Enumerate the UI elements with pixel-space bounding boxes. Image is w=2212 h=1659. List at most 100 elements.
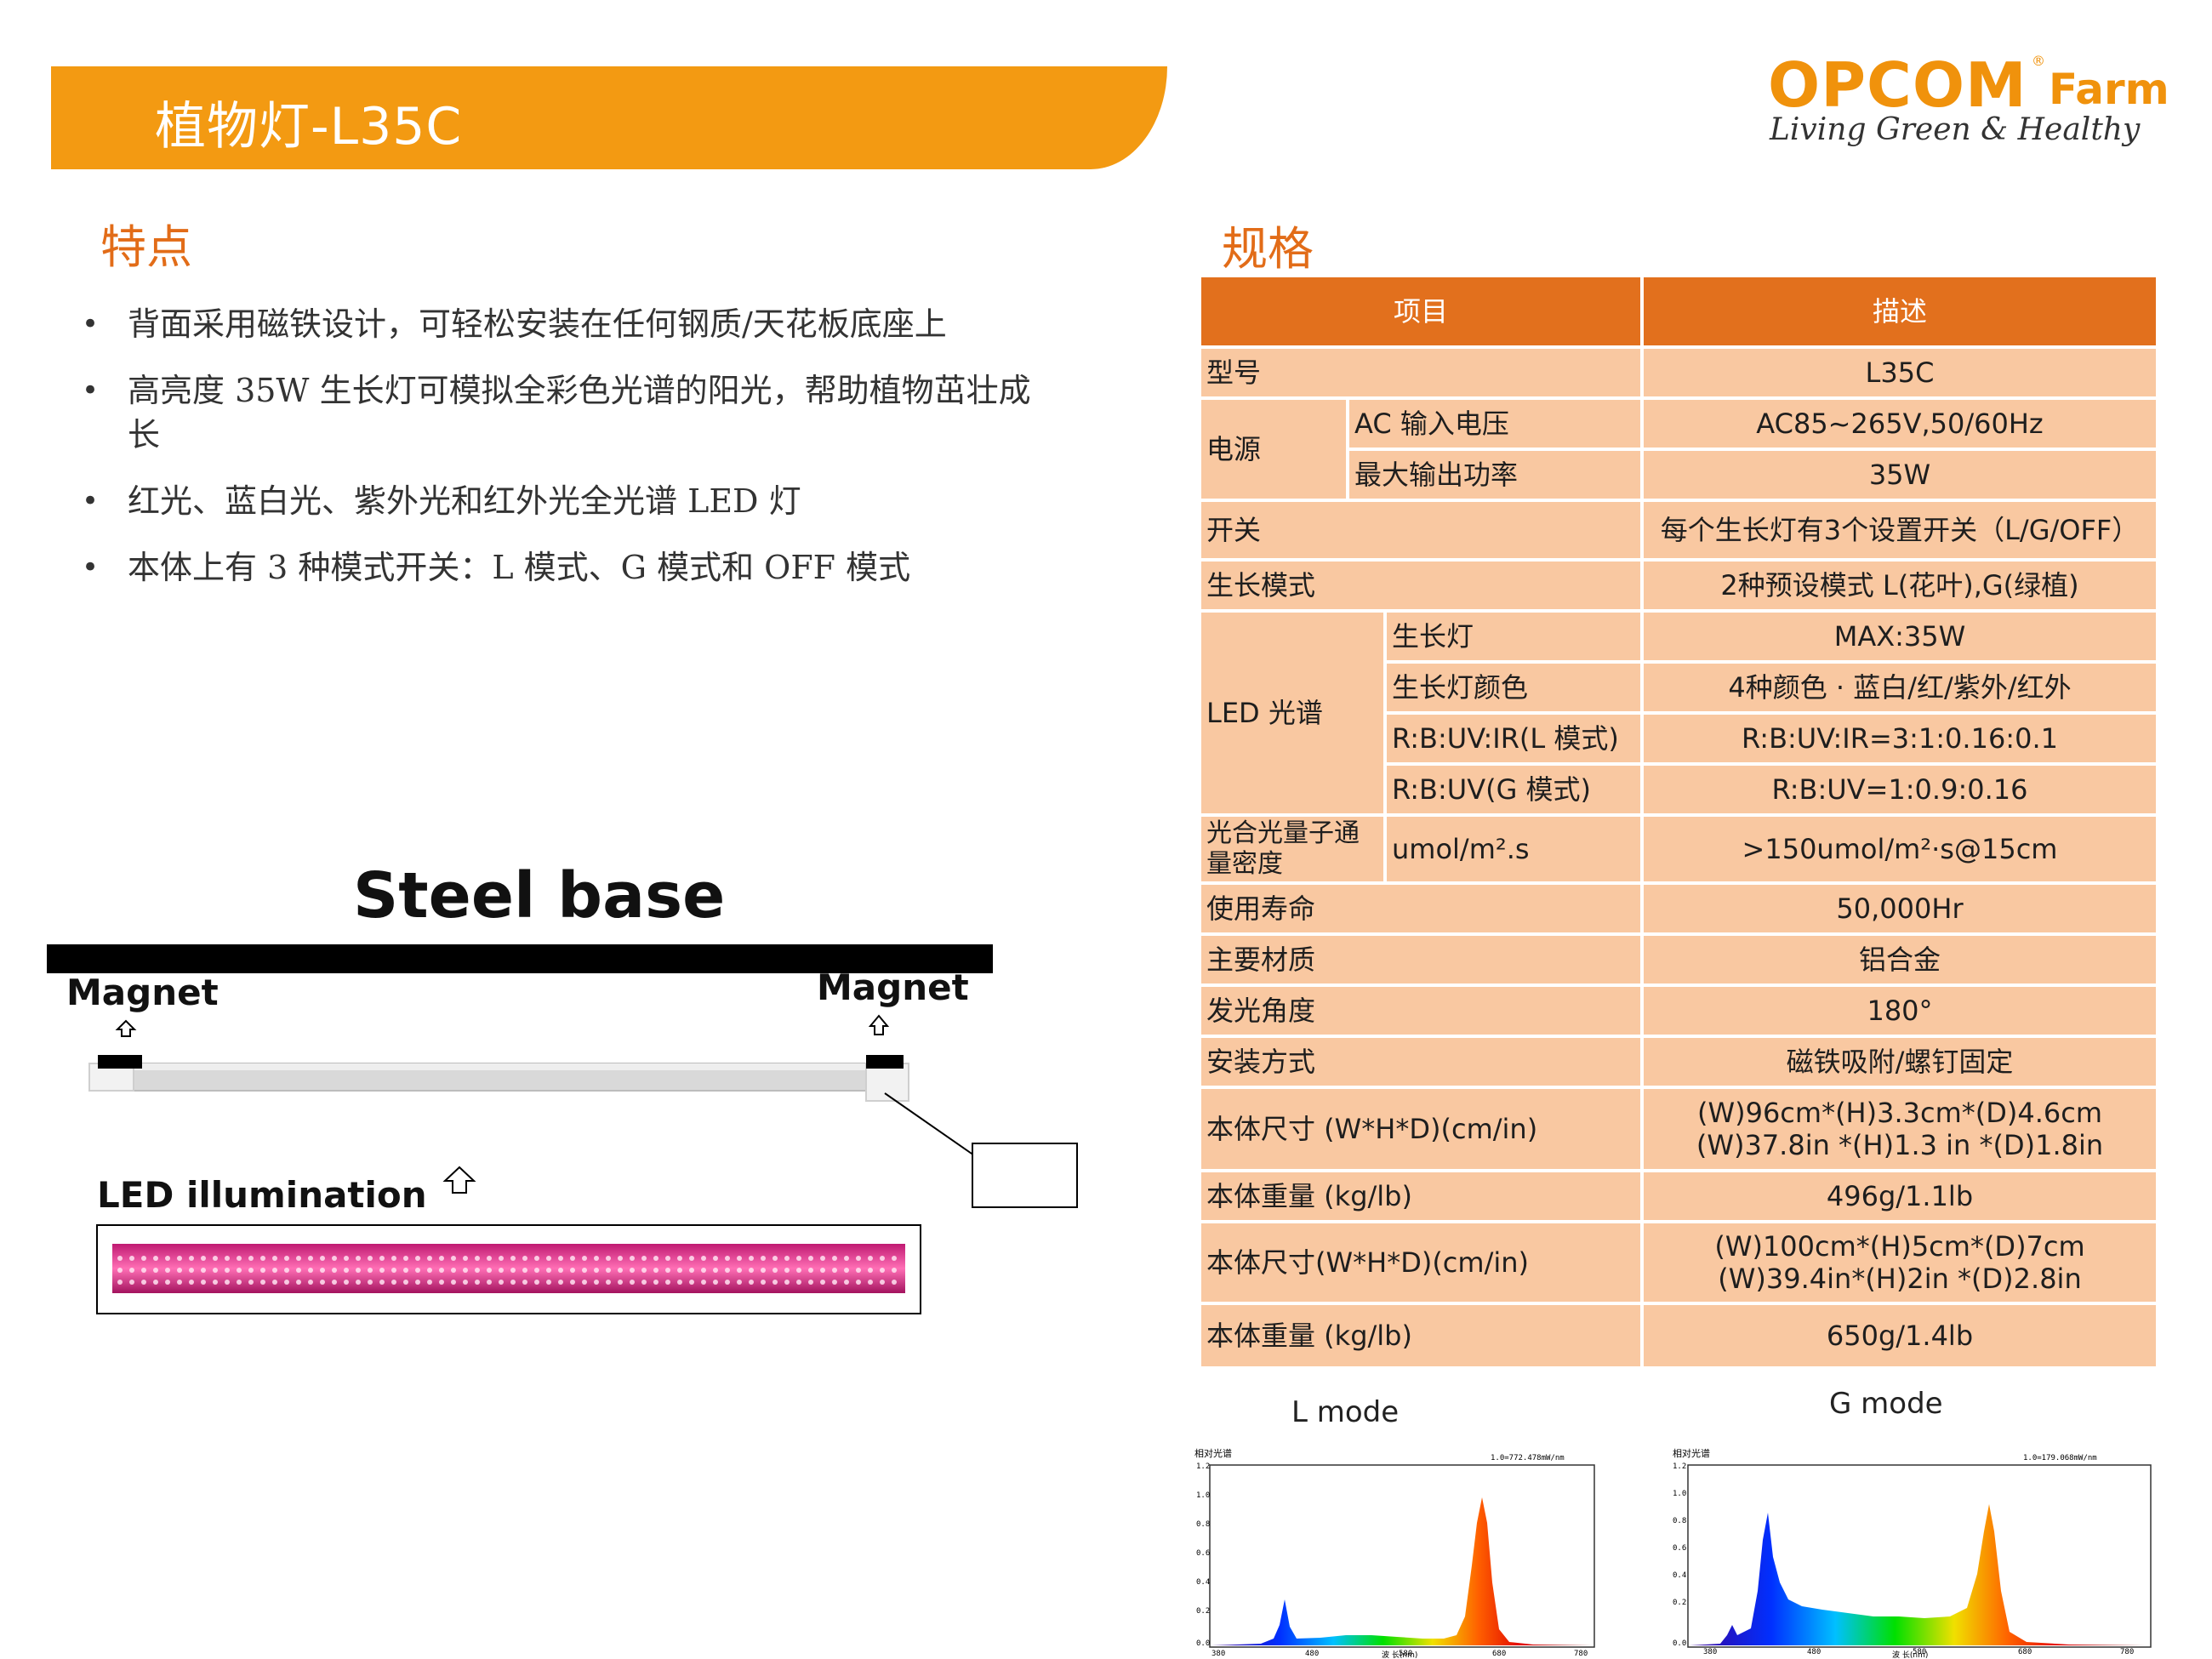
size1-value: (W)96cm*(H)3.3cm*(D)4.6cm (W)37.8in *(H)… [1644, 1089, 2156, 1169]
table-row: 使用寿命 50,000Hr [1201, 885, 2156, 932]
spec-table: 项目 描述 型号 L35C 电源 AC 输入电压 AC85~265V,50/60… [1198, 274, 2159, 1370]
growth-mode-value: 2种预设模式 L(花叶),G(绿植) [1644, 562, 2156, 609]
ac-input-value: AC85~265V,50/60Hz [1644, 400, 2156, 448]
ratio-l-label: R:B:UV:IR(L 模式) [1387, 715, 1640, 762]
feature-text: 红光、蓝白光、紫外光和红外光全光谱 LED 灯 [128, 482, 801, 520]
feature-item: • 高亮度 35W 生长灯可模拟全彩色光谱的阳光，帮助植物茁壮成长 [78, 368, 1057, 457]
xtick: 580 [1913, 1648, 1926, 1656]
spectrum-g-axes [1687, 1464, 2152, 1648]
table-row: 本体重量 (kg/lb) 650g/1.4lb [1201, 1305, 2156, 1366]
table-row: 型号 L35C [1201, 349, 2156, 396]
table-row: 电源 AC 输入电压 AC85~265V,50/60Hz [1201, 400, 2156, 499]
ytick: 1.0 [1673, 1490, 1686, 1498]
led-spectrum-label: LED 光谱 [1201, 613, 1383, 813]
logo-farm: Farm [2049, 65, 2169, 114]
ac-input-label: AC 输入电压 [1349, 400, 1640, 448]
size1-value-in: (W)37.8in *(H)1.3 in *(D)1.8in [1696, 1129, 2104, 1161]
xtick: 580 [1399, 1650, 1412, 1658]
feature-item: • 背面采用磁铁设计，可轻松安装在任何钢质/天花板底座上 [78, 302, 1057, 346]
opcom-farm-logo: OPCOM ® Farm Living Green & Healthy [1761, 49, 2169, 151]
ppfd-unit: umol/m².s [1387, 817, 1640, 881]
weight2-label: 本体重量 (kg/lb) [1201, 1305, 1640, 1366]
life-label: 使用寿命 [1201, 885, 1640, 932]
ytick: 0.6 [1196, 1549, 1210, 1558]
callout-line [884, 1092, 975, 1156]
tube-highlight [89, 1063, 908, 1070]
spectrum-g-xlabel: 波 长(nm) [1892, 1650, 1928, 1659]
switch-label: 开关 [1201, 502, 1640, 558]
steel-base-label: Steel base [353, 859, 726, 932]
spectrum-g-xticks: 380 480 580 680 780 [1703, 1648, 2134, 1656]
led-illumination-label: LED illumination [97, 1174, 427, 1216]
ytick: 0.0 [1196, 1639, 1210, 1648]
size2-value-in: (W)39.4in*(H)2in *(D)2.8in [1718, 1263, 2082, 1295]
table-row: 开关 每个生长灯有3个设置开关（L/G/OFF） [1201, 502, 2156, 558]
grow-light-value: MAX:35W [1644, 613, 2156, 660]
spectrum-g-scale: 1.0=179.068mW/nm [2023, 1454, 2097, 1462]
table-row: R:B:UV(G 模式) R:B:UV=1:0.9:0.16 [1201, 766, 2156, 813]
weight2-value: 650g/1.4lb [1644, 1305, 2156, 1366]
table-row: LED 光谱 生长灯 MAX:35W [1201, 613, 2156, 813]
xtick: 680 [2018, 1648, 2032, 1656]
install-label: 安装方式 [1201, 1038, 1640, 1086]
spectrum-g-curve [1690, 1504, 2146, 1645]
xtick: 480 [1807, 1648, 1821, 1656]
grow-color-value: 4种颜色 · 蓝白/红/紫外/红外 [1644, 664, 2156, 711]
spec-heading: 规格 [1222, 222, 1314, 276]
weight1-label: 本体重量 (kg/lb) [1201, 1172, 1640, 1220]
table-row: 安装方式 磁铁吸附/螺钉固定 [1201, 1038, 2156, 1086]
spectrum-l-mode: 相对光谱 1.0=772.478mW/nm 1.2 1.0 0.8 0.6 0.… [1193, 1446, 1601, 1659]
spectrum-l-ylabel: 相对光谱 [1194, 1447, 1232, 1459]
ytick: 1.2 [1196, 1462, 1210, 1471]
grow-color-label: 生长灯颜色 [1387, 664, 1640, 711]
xtick: 780 [2120, 1648, 2134, 1656]
features-heading: 特点 [100, 220, 192, 274]
bullet-icon: • [82, 373, 100, 408]
power-label: 电源 [1201, 400, 1346, 499]
feature-item: • 红光、蓝白光、紫外光和红外光全光谱 LED 灯 [78, 479, 1057, 523]
magnet-right [866, 1055, 904, 1069]
spectrum-l-axes [1209, 1464, 1595, 1648]
arrow-up-icon [868, 1014, 890, 1035]
angle-value: 180° [1644, 987, 2156, 1035]
ytick: 0.6 [1673, 1544, 1686, 1553]
ytick: 0.0 [1673, 1639, 1686, 1648]
ppfd-label: 光合光量子通量密度 [1201, 817, 1383, 881]
feature-text: 背面采用磁铁设计，可轻松安装在任何钢质/天花板底座上 [128, 305, 947, 343]
magnet-left [98, 1055, 142, 1069]
xtick: 680 [1492, 1650, 1506, 1658]
table-row: 生长灯颜色 4种颜色 · 蓝白/红/紫外/红外 [1201, 664, 2156, 711]
growth-mode-label: 生长模式 [1201, 562, 1640, 609]
table-row: 生长模式 2种预设模式 L(花叶),G(绿植) [1201, 562, 2156, 609]
header-item: 项目 [1201, 277, 1640, 345]
spectrum-g-ylabel: 相对光谱 [1673, 1447, 1710, 1459]
mounting-diagram: Steel base Magnet Magnet [43, 859, 1089, 1336]
table-row: 本体尺寸(W*H*D)(cm/in) (W)100cm*(H)5cm*(D)7c… [1201, 1223, 2156, 1302]
ratio-l-value: R:B:UV:IR=3:1:0.16:0.1 [1644, 715, 2156, 762]
size2-label: 本体尺寸(W*H*D)(cm/in) [1201, 1223, 1640, 1302]
ytick: 0.8 [1196, 1520, 1210, 1529]
table-row: 本体重量 (kg/lb) 496g/1.1lb [1201, 1172, 2156, 1220]
l-mode-label: L mode [1291, 1395, 1400, 1429]
spectrum-l-scale: 1.0=772.478mW/nm [1491, 1454, 1565, 1462]
logo-tagline: Living Green & Healthy [1770, 112, 2141, 147]
bullet-icon: • [82, 550, 100, 584]
material-label: 主要材质 [1201, 936, 1640, 983]
max-output-label: 最大输出功率 [1349, 451, 1640, 499]
feature-text: 本体上有 3 种模式开关：L 模式、G 模式和 OFF 模式 [128, 549, 911, 586]
ytick: 1.2 [1673, 1462, 1686, 1471]
magnet-left-label: Magnet [66, 972, 219, 1013]
led-dots [116, 1252, 902, 1286]
table-row: 主要材质 铝合金 [1201, 936, 2156, 983]
ratio-g-value: R:B:UV=1:0.9:0.16 [1644, 766, 2156, 813]
ytick: 0.2 [1673, 1599, 1686, 1607]
g-mode-label: G mode [1829, 1387, 1943, 1421]
arrow-up-icon [115, 1019, 137, 1037]
ratio-g-label: R:B:UV(G 模式) [1387, 766, 1640, 813]
header-desc: 描述 [1644, 277, 2156, 345]
table-row: 发光角度 180° [1201, 987, 2156, 1035]
table-header-row: 项目 描述 [1201, 277, 2156, 345]
table-row: 最大输出功率 35W [1201, 451, 2156, 499]
arrow-up-icon [442, 1166, 476, 1194]
xtick: 780 [1574, 1650, 1588, 1658]
